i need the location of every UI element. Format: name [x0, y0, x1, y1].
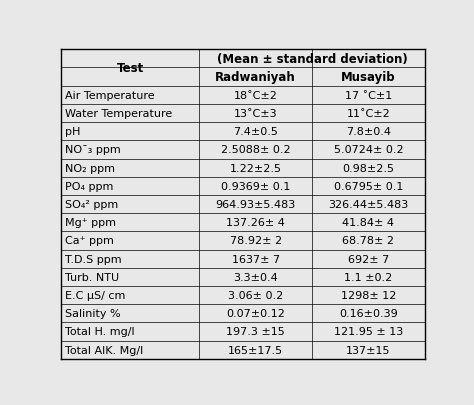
Text: T.D.S ppm: T.D.S ppm [65, 254, 122, 264]
Text: 137±15: 137±15 [346, 345, 391, 355]
Text: Total H. mg/l: Total H. mg/l [65, 327, 135, 337]
Text: 3.3±0.4: 3.3±0.4 [233, 272, 278, 282]
Text: Ca⁺ ppm: Ca⁺ ppm [65, 236, 114, 246]
Text: 11˚C±2: 11˚C±2 [346, 109, 390, 119]
Text: PO₄ ppm: PO₄ ppm [65, 181, 114, 191]
Text: 1.1 ±0.2: 1.1 ±0.2 [344, 272, 392, 282]
Text: 1637± 7: 1637± 7 [232, 254, 280, 264]
Text: Test: Test [117, 62, 144, 75]
Text: 1.22±2.5: 1.22±2.5 [230, 163, 282, 173]
Text: 68.78± 2: 68.78± 2 [342, 236, 394, 246]
Text: 121.95 ± 13: 121.95 ± 13 [334, 327, 403, 337]
Text: 17 ˚C±1: 17 ˚C±1 [345, 91, 392, 100]
Text: Mg⁺ ppm: Mg⁺ ppm [65, 218, 117, 228]
Text: 13˚C±3: 13˚C±3 [234, 109, 277, 119]
Text: NO₂ ppm: NO₂ ppm [65, 163, 116, 173]
Text: 0.6795± 0.1: 0.6795± 0.1 [334, 181, 403, 191]
Text: Water Temperature: Water Temperature [65, 109, 173, 119]
Text: 0.16±0.39: 0.16±0.39 [339, 309, 398, 318]
Text: 18˚C±2: 18˚C±2 [234, 91, 278, 100]
Text: Musayib: Musayib [341, 71, 396, 84]
Text: 964.93±5.483: 964.93±5.483 [216, 200, 296, 209]
Text: 197.3 ±15: 197.3 ±15 [226, 327, 285, 337]
Text: 78.92± 2: 78.92± 2 [229, 236, 282, 246]
Text: 7.8±0.4: 7.8±0.4 [346, 127, 391, 137]
Text: 1298± 12: 1298± 12 [341, 290, 396, 301]
Text: 165±17.5: 165±17.5 [228, 345, 283, 355]
Text: Air Temperature: Air Temperature [65, 91, 155, 100]
Text: 0.98±2.5: 0.98±2.5 [342, 163, 394, 173]
Text: NO¯₃ ppm: NO¯₃ ppm [65, 145, 121, 155]
Text: 7.4±0.5: 7.4±0.5 [233, 127, 278, 137]
Text: 0.9369± 0.1: 0.9369± 0.1 [221, 181, 291, 191]
Text: 3.06± 0.2: 3.06± 0.2 [228, 290, 283, 301]
Text: pH: pH [65, 127, 81, 137]
Text: 326.44±5.483: 326.44±5.483 [328, 200, 409, 209]
Text: Total AlK. Mg/l: Total AlK. Mg/l [65, 345, 144, 355]
Text: 692± 7: 692± 7 [348, 254, 389, 264]
Text: Radwaniyah: Radwaniyah [215, 71, 296, 84]
Text: 137.26± 4: 137.26± 4 [226, 218, 285, 228]
Text: 41.84± 4: 41.84± 4 [342, 218, 394, 228]
Text: 5.0724± 0.2: 5.0724± 0.2 [334, 145, 403, 155]
Text: (Mean ± standard deviation): (Mean ± standard deviation) [217, 53, 407, 66]
Text: E.C μS/ cm: E.C μS/ cm [65, 290, 126, 301]
Text: Salinity %: Salinity % [65, 309, 121, 318]
Text: 0.07±0.12: 0.07±0.12 [226, 309, 285, 318]
Text: SO₄² ppm: SO₄² ppm [65, 200, 119, 209]
Text: 2.5088± 0.2: 2.5088± 0.2 [221, 145, 291, 155]
Text: Turb. NTU: Turb. NTU [65, 272, 119, 282]
